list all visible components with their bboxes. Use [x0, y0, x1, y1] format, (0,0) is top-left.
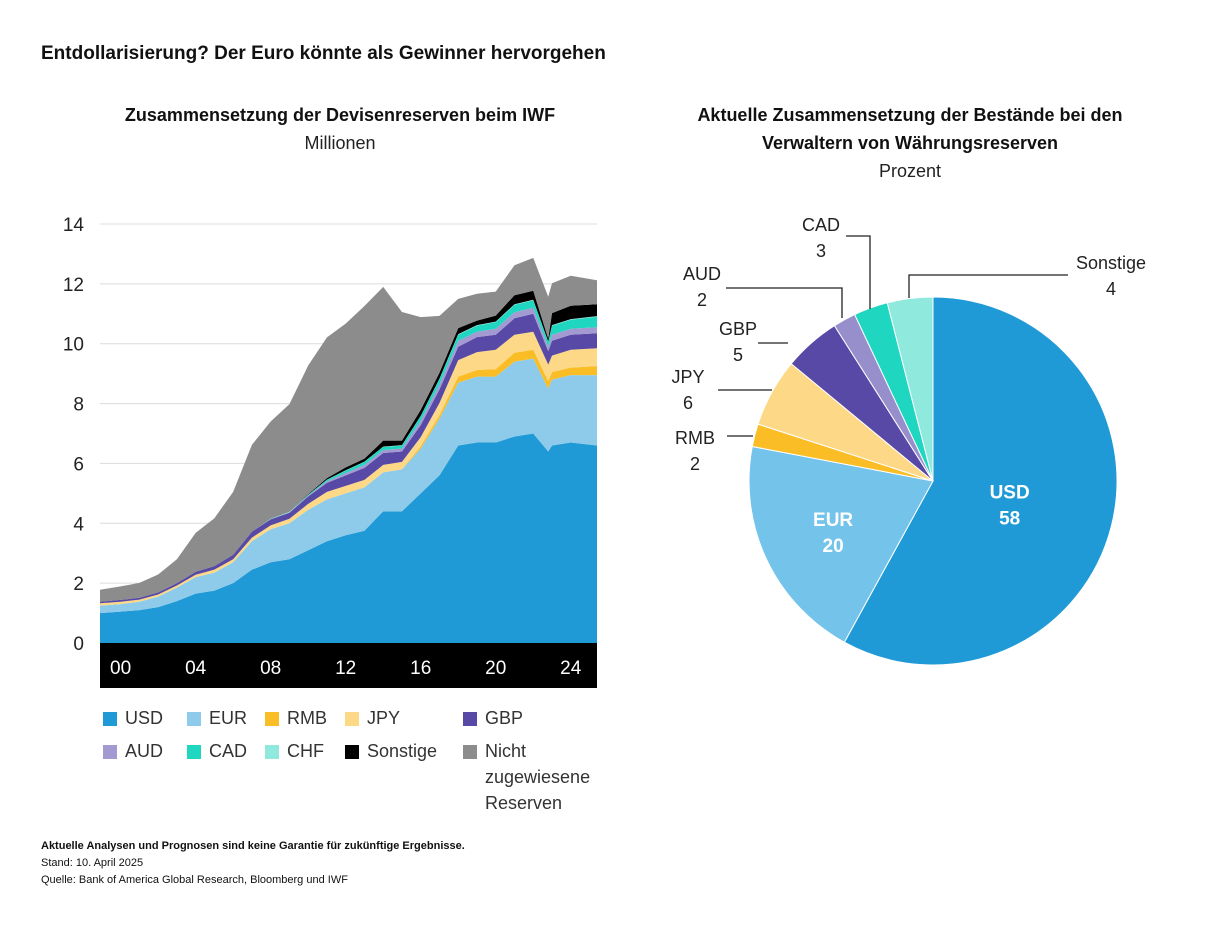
pie-label-gbp: GBP: [719, 319, 757, 339]
area-series-nicht-zugewiesene-reserven: [100, 257, 597, 602]
area-series-usd: [100, 433, 597, 643]
legend-swatch: [463, 712, 477, 726]
x-tick-label: 16: [410, 658, 431, 679]
pie-slice-sonstige: [886, 296, 934, 482]
legend-label: Sonstige: [367, 741, 438, 761]
x-tick-label: 20: [485, 658, 506, 679]
y-tick-label: 0: [73, 634, 84, 655]
pie-value-sonstige: 4: [1106, 279, 1116, 299]
area-chart-title: Zusammensetzung der Devisenreserven beim…: [124, 105, 556, 125]
legend-swatch: [463, 745, 477, 759]
legend-swatch: [103, 712, 117, 726]
pie-label-rmb: RMB: [675, 428, 715, 448]
legend-item: USD: [103, 708, 163, 729]
pie-value-eur: 20: [823, 536, 844, 557]
legend-swatch: [265, 745, 279, 759]
x-axis-band: [100, 643, 597, 688]
legend-label: Nicht zugewiesene Reserven: [485, 741, 591, 813]
leader-line-aud: [726, 287, 843, 318]
legend-item: EUR: [187, 708, 247, 729]
pie-chart-subtitle: Prozent: [878, 161, 942, 181]
leader-line-sonstige: [908, 274, 1068, 298]
legend-item: RMB: [265, 708, 327, 729]
pie-label-usd: USD: [990, 483, 1030, 504]
legend-swatch: [345, 745, 359, 759]
legend-item: Nicht zugewiesene Reserven: [463, 741, 605, 816]
x-tick-label: 00: [110, 658, 131, 679]
pie-chart-title-line1: Aktuelle Zusammensetzung der Bestände be…: [697, 105, 1123, 125]
x-tick-label: 12: [335, 658, 356, 679]
pie-value-gbp: 5: [733, 345, 743, 365]
legend-label: EUR: [209, 708, 248, 728]
x-tick-label: 08: [260, 658, 281, 679]
legend-swatch: [187, 712, 201, 726]
pie-label-jpy: JPY: [671, 367, 704, 387]
pie-value-rmb: 2: [690, 454, 700, 474]
legend-swatch: [345, 712, 359, 726]
footer-disclaimer: Aktuelle Analysen und Prognosen sind kei…: [41, 840, 465, 852]
pie-label-eur: EUR: [813, 510, 853, 531]
legend-label: AUD: [125, 741, 164, 761]
y-tick-label: 2: [73, 574, 84, 595]
leader-line-cad: [846, 235, 871, 309]
y-tick-label: 10: [63, 335, 84, 356]
footer-source: Quelle: Bank of America Global Research,…: [41, 874, 348, 886]
pie-chart-title-line2: Verwaltern von Währungsreserven: [761, 133, 1059, 153]
legend-label: CHF: [287, 741, 324, 761]
pie-label-cad: CAD: [802, 215, 840, 235]
x-tick-label: 24: [560, 658, 582, 679]
legend-item: AUD: [103, 741, 163, 762]
legend-swatch: [265, 712, 279, 726]
y-tick-label: 8: [73, 395, 84, 416]
pie-slice-usd: [843, 296, 1118, 666]
area-series-eur: [100, 358, 597, 614]
legend-label: GBP: [485, 708, 524, 728]
pie-chart: USD 58 EUR 20 RMB 2 JPY 6 GBP 5 AUD 2 CAD 3 Sonstige 4: [671, 215, 1146, 666]
pie-value-cad: 3: [816, 241, 826, 261]
main-title: Entdollarisierung? Der Euro könnte als G…: [41, 43, 606, 64]
pie-slice-eur: [748, 445, 934, 643]
legend-swatch: [103, 745, 117, 759]
legend-item: JPY: [345, 708, 400, 729]
y-tick-label: 4: [73, 514, 84, 535]
pie-value-jpy: 6: [683, 393, 693, 413]
legend-swatch: [187, 745, 201, 759]
area-chart-subtitle: Millionen: [304, 133, 376, 153]
pie-value-usd: 58: [999, 509, 1020, 530]
legend-label: USD: [125, 708, 164, 728]
x-tick-label: 04: [185, 658, 207, 679]
legend-label: JPY: [367, 708, 401, 728]
y-tick-label: 14: [63, 215, 85, 236]
legend-label: CAD: [209, 741, 248, 761]
pie-label-sonstige: Sonstige: [1076, 253, 1146, 273]
footer-date: Stand: 10. April 2025: [41, 857, 144, 869]
legend-item: CAD: [187, 741, 247, 762]
y-tick-label: 6: [73, 454, 84, 475]
legend-item: CHF: [265, 741, 324, 762]
pie-label-aud: AUD: [683, 264, 721, 284]
y-tick-label: 12: [63, 275, 84, 296]
legend-label: RMB: [287, 708, 327, 728]
legend-item: Sonstige: [345, 741, 437, 762]
pie-value-aud: 2: [697, 290, 707, 310]
legend-item: GBP: [463, 708, 523, 729]
